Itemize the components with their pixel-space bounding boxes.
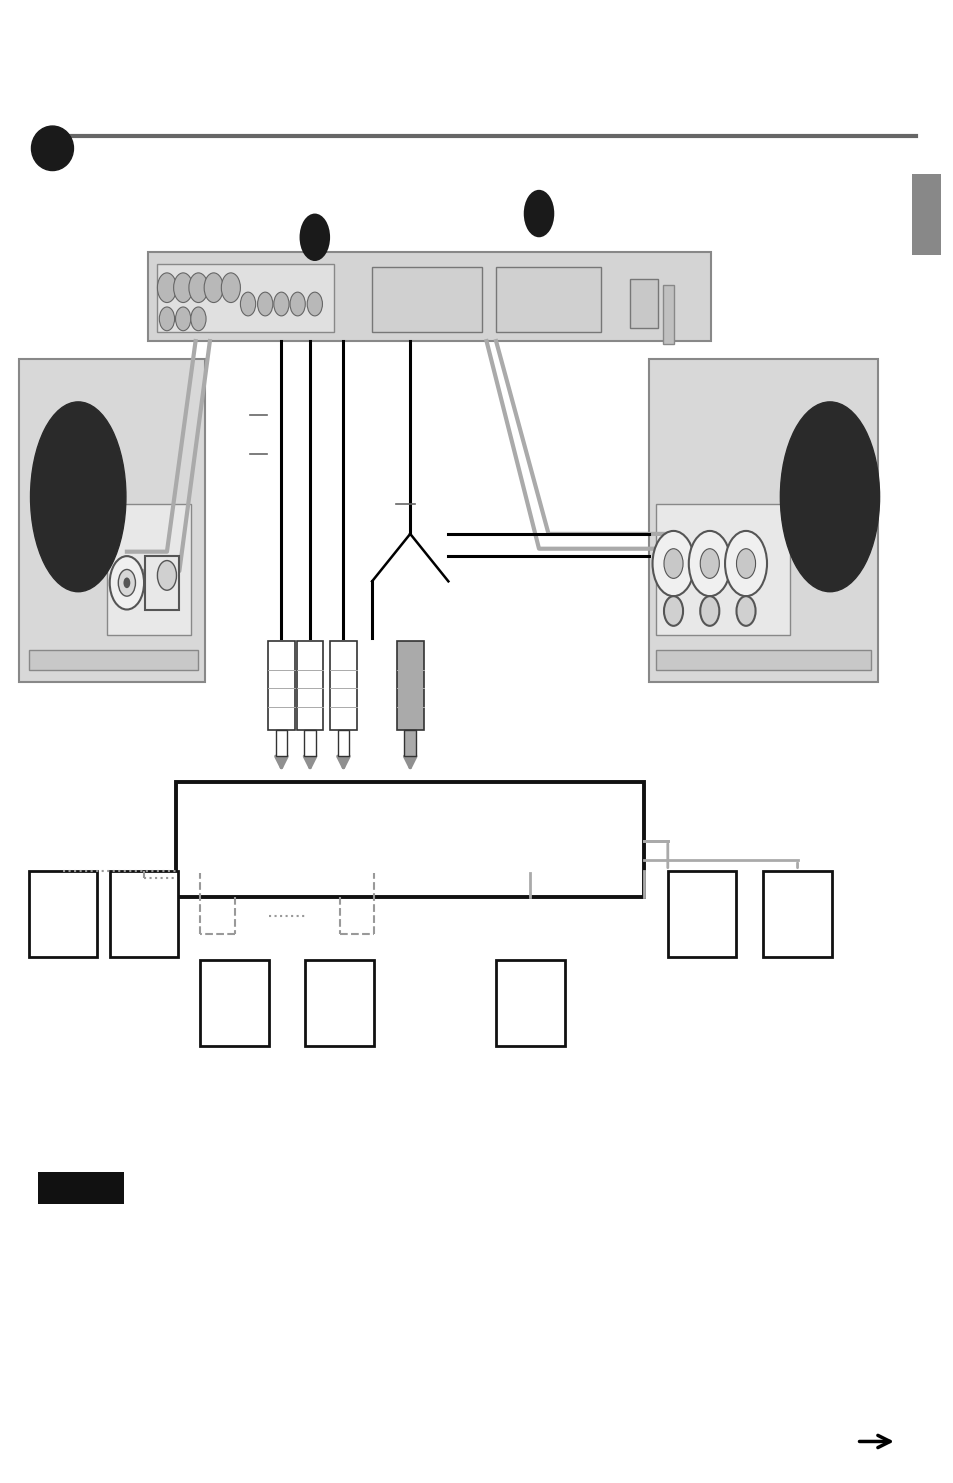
Bar: [38, 1172, 124, 1204]
Circle shape: [173, 273, 193, 303]
Bar: [330, 641, 356, 730]
Ellipse shape: [31, 126, 73, 171]
Circle shape: [290, 292, 305, 316]
Bar: [157, 264, 334, 332]
Bar: [145, 556, 179, 610]
Circle shape: [688, 531, 730, 596]
Bar: [396, 641, 423, 730]
Circle shape: [123, 577, 131, 589]
Circle shape: [204, 273, 223, 303]
Circle shape: [299, 214, 330, 261]
Circle shape: [110, 556, 144, 610]
Bar: [656, 650, 870, 670]
Bar: [296, 641, 323, 730]
Circle shape: [700, 549, 719, 578]
Bar: [29, 650, 198, 670]
Circle shape: [191, 307, 206, 331]
Circle shape: [663, 549, 682, 578]
Bar: [107, 504, 191, 635]
Bar: [404, 730, 416, 756]
Circle shape: [274, 292, 289, 316]
Circle shape: [157, 561, 176, 590]
Circle shape: [240, 292, 255, 316]
Circle shape: [157, 273, 176, 303]
Circle shape: [257, 292, 273, 316]
Bar: [275, 730, 287, 756]
Circle shape: [221, 273, 240, 303]
Bar: [268, 641, 294, 730]
Bar: [200, 960, 269, 1046]
Bar: [304, 730, 315, 756]
Circle shape: [189, 273, 208, 303]
Bar: [148, 252, 710, 341]
Bar: [29, 871, 97, 957]
Bar: [19, 359, 205, 682]
Bar: [662, 285, 674, 344]
Bar: [372, 267, 481, 332]
Circle shape: [118, 569, 135, 596]
Bar: [667, 871, 736, 957]
Circle shape: [652, 531, 694, 596]
Circle shape: [700, 596, 719, 626]
Bar: [110, 871, 178, 957]
Circle shape: [523, 190, 554, 237]
Bar: [176, 782, 643, 897]
Circle shape: [736, 549, 755, 578]
Circle shape: [663, 596, 682, 626]
Bar: [629, 279, 658, 328]
Circle shape: [724, 531, 766, 596]
Bar: [911, 174, 940, 255]
Ellipse shape: [30, 402, 126, 592]
Bar: [656, 504, 789, 635]
Bar: [496, 267, 600, 332]
Bar: [648, 359, 877, 682]
Bar: [305, 960, 374, 1046]
Circle shape: [307, 292, 322, 316]
Circle shape: [159, 307, 174, 331]
Bar: [762, 871, 831, 957]
Ellipse shape: [780, 402, 879, 592]
Circle shape: [736, 596, 755, 626]
Bar: [496, 960, 564, 1046]
Bar: [337, 730, 349, 756]
Circle shape: [175, 307, 191, 331]
